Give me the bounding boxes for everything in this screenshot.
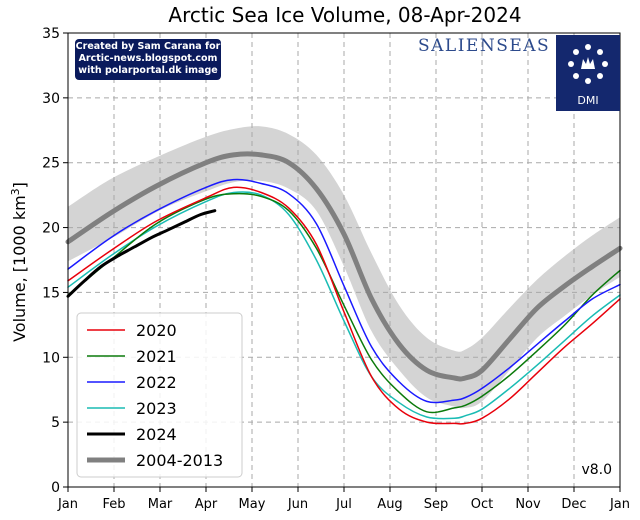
x-tick-label: Oct: [471, 497, 493, 512]
legend-label-2023: 2023: [136, 399, 177, 418]
x-tick-label: Jan: [609, 497, 630, 512]
credit-line-1: Created by Sam Carana for: [75, 41, 221, 52]
x-tick-label: Feb: [102, 497, 125, 512]
x-tick-label: Aug: [377, 497, 402, 512]
chart-title: Arctic Sea Ice Volume, 08-Apr-2024: [168, 3, 521, 27]
y-axis-label: Volume, [1000 km3]: [9, 182, 29, 342]
credit-line-2: Arctic-news.blogspot.com: [78, 53, 218, 64]
legend-label-2022: 2022: [136, 373, 177, 392]
y-tick-label: 20: [42, 221, 60, 237]
series-line-2004-2013: [65, 151, 623, 382]
legend-label-2021: 2021: [136, 347, 177, 366]
dmi-crown-icon: [568, 44, 608, 84]
salienseas-logo: SALIENSEAS: [418, 36, 551, 56]
y-tick-label: 30: [42, 91, 60, 107]
x-tick-label: Jul: [335, 497, 352, 512]
x-tick-label: Jan: [57, 497, 78, 512]
y-tick-label: 35: [42, 26, 60, 42]
x-tick-label: Mar: [148, 497, 173, 512]
y-tick-label: 25: [42, 156, 60, 172]
x-tick-label: Sep: [424, 497, 449, 512]
x-tick-label: May: [239, 497, 266, 512]
version-label: v8.0: [581, 462, 612, 478]
y-tick-label: 0: [51, 480, 60, 496]
y-tick-label: 10: [42, 350, 60, 366]
y-axis-label-sup: 3: [9, 188, 22, 195]
y-axis-label-close: ]: [10, 182, 29, 188]
y-tick-label: 15: [42, 285, 60, 301]
dmi-label: DMI: [577, 94, 599, 107]
series-line-2023: [67, 191, 621, 420]
series-line-2024: [66, 209, 217, 298]
credit-box: Created by Sam Carana for Arctic-news.bl…: [75, 39, 221, 80]
legend-label-2024: 2024: [136, 425, 177, 444]
series-line-2020: [67, 186, 621, 425]
x-tick-label: Nov: [515, 497, 541, 512]
credit-line-3: with polarportal.dk image: [78, 65, 218, 76]
x-tick-label: Dec: [561, 497, 586, 512]
legend-box: [76, 312, 243, 478]
legend-label-2004-2013: 2004-2013: [136, 451, 223, 470]
x-tick-label: Jun: [287, 497, 308, 512]
series-line-2022: [67, 178, 621, 404]
series-line-2021: [67, 192, 621, 414]
legend-label-2020: 2020: [136, 321, 177, 340]
y-axis-label-main: Volume, [1000 km: [10, 195, 29, 342]
dmi-logo: DMI: [556, 35, 620, 111]
x-tick-label: Apr: [195, 497, 218, 512]
y-tick-label: 5: [51, 415, 60, 431]
